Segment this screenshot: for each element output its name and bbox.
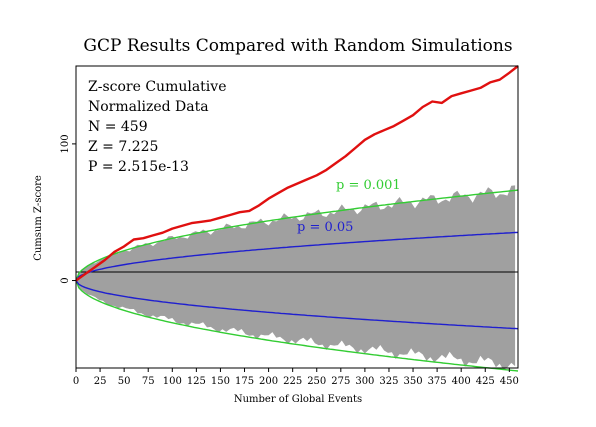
- x-tick-label: 150: [211, 376, 230, 387]
- x-tick-label: 250: [307, 376, 326, 387]
- x-tick-label: 300: [355, 376, 374, 387]
- p05-label: p = 0.05: [297, 220, 353, 235]
- x-tick-label: 0: [73, 376, 79, 387]
- x-tick-label: 75: [142, 376, 155, 387]
- x-tick-label: 400: [452, 376, 471, 387]
- x-tick-label: 175: [235, 376, 254, 387]
- y-axis-label: Cumsum Z-score: [33, 175, 44, 261]
- stat-line: Z-score Cumulative: [88, 79, 226, 95]
- simulation-band: [76, 185, 516, 371]
- x-tick-label: 325: [379, 376, 398, 387]
- x-tick-label: 100: [163, 376, 182, 387]
- y-tick-label: 0: [60, 277, 71, 283]
- stat-line: P = 2.515e-13: [88, 159, 189, 175]
- stat-line: Normalized Data: [88, 99, 209, 115]
- y-tick-label: 100: [60, 134, 71, 153]
- x-tick-label: 200: [259, 376, 278, 387]
- stats-box: Z-score Cumulative Normalized Data N = 4…: [88, 79, 226, 175]
- x-tick-label: 25: [94, 376, 107, 387]
- plot-area: [75, 65, 519, 372]
- p05-lower-envelope: [75, 280, 519, 330]
- stat-line: Z = 7.225: [88, 139, 158, 155]
- chart-title: GCP Results Compared with Random Simulat…: [83, 36, 512, 56]
- x-tick-label: 350: [403, 376, 422, 387]
- x-tick-label: 125: [187, 376, 206, 387]
- x-axis-label: Number of Global Events: [234, 394, 362, 405]
- x-tick-label: 275: [331, 376, 350, 387]
- y-axis-ticks: 0 100: [60, 134, 76, 284]
- p001-lower-envelope: [75, 280, 519, 372]
- x-tick-label: 425: [476, 376, 495, 387]
- x-tick-label: 50: [118, 376, 131, 387]
- x-tick-label: 450: [500, 376, 519, 387]
- plot-frame: [75, 65, 519, 369]
- x-axis-ticks: 0 25 50 75 100 125 150 175 200 225 250 275 300 325 350…: [73, 368, 519, 387]
- p001-label: p = 0.001: [336, 178, 401, 193]
- p05-upper-envelope: [75, 231, 519, 281]
- gcp-result-line: [75, 65, 519, 282]
- stat-line: N = 459: [88, 119, 148, 135]
- x-tick-label: 225: [283, 376, 302, 387]
- x-tick-label: 375: [428, 376, 447, 387]
- p001-upper-envelope: [75, 189, 519, 281]
